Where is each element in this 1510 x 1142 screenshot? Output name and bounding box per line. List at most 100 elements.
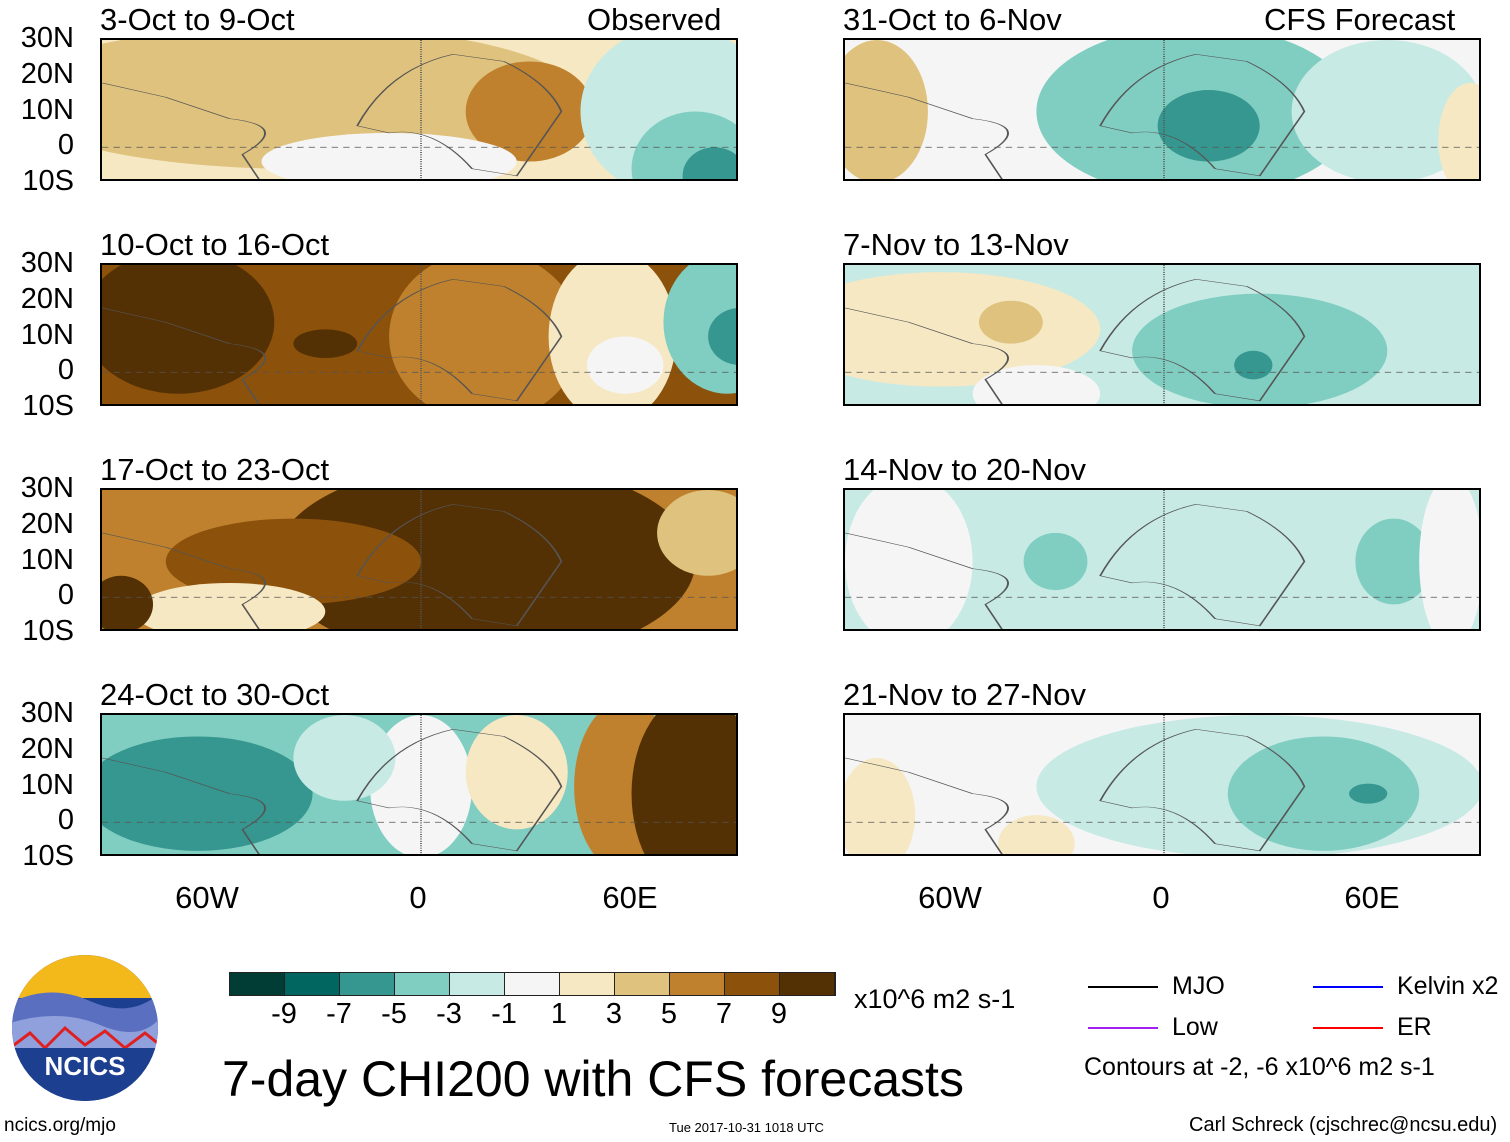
lat-label: 10S (22, 840, 74, 872)
anomaly-region (1023, 532, 1088, 591)
lat-label: 0 (57, 354, 74, 387)
anomaly-region (133, 582, 326, 629)
footer-author: Carl Schreck (cjschrec@ncsu.edu) (1189, 1114, 1498, 1136)
lat-label: 10N (20, 93, 74, 126)
anomaly-region (1349, 783, 1388, 804)
colorbar-units: x10^6 m2 s-1 (854, 984, 1016, 1014)
legend-label: Kelvin x2 (1397, 972, 1499, 1000)
anomaly-region (845, 40, 928, 179)
map-panel (100, 713, 738, 856)
anomaly-region (978, 300, 1043, 344)
colorbar-label: 5 (660, 998, 678, 1030)
lon-label: 60W (175, 880, 239, 915)
lat-label: 20N (20, 732, 74, 765)
footer-timestamp: Tue 2017-10-31 1018 UTC (669, 1120, 824, 1135)
lon-label: 60W (918, 880, 982, 915)
anomaly-region (682, 147, 736, 179)
anomaly-region (1419, 490, 1479, 629)
anomaly-region (1157, 90, 1260, 162)
anomaly-region (1438, 82, 1479, 179)
observed-label: Observed (587, 2, 722, 37)
anomaly-region (102, 575, 154, 629)
legend-label: Low (1172, 1013, 1218, 1041)
anomaly-region (102, 736, 313, 851)
anomaly-region (465, 715, 568, 830)
colorbar (229, 972, 836, 996)
lon-label: 60E (602, 880, 658, 915)
lon-label: 0 (409, 880, 427, 915)
anomaly-region (998, 815, 1075, 854)
colorbar-swatch (615, 973, 670, 995)
lat-label: 10N (20, 318, 74, 351)
anomaly-region (708, 308, 736, 365)
anomaly-region (261, 132, 517, 179)
lat-label: 0 (57, 804, 74, 837)
colorbar-swatch (285, 973, 340, 995)
anomaly-region (369, 715, 473, 854)
colorbar-label: -9 (271, 998, 297, 1030)
map-panel (843, 263, 1481, 406)
lat-label: 20N (20, 507, 74, 540)
anomaly-region (465, 61, 594, 162)
anomaly-region (657, 490, 736, 576)
panel-title: 7-Nov to 13-Nov (843, 227, 1069, 262)
lat-label: 10N (20, 768, 74, 801)
anomaly-region (1234, 350, 1273, 380)
lat-label: 10S (22, 165, 74, 197)
map-panel (843, 488, 1481, 631)
anomaly-region (389, 265, 581, 404)
panel-title: 3-Oct to 9-Oct (100, 2, 295, 37)
anomaly-region (1291, 40, 1479, 179)
panel-title: 21-Nov to 27-Nov (843, 677, 1086, 712)
legend-line (1088, 986, 1158, 988)
lat-label: 10S (22, 615, 74, 647)
anomaly-region (1132, 293, 1388, 404)
anomaly-region (845, 272, 1101, 387)
colorbar-label: -3 (436, 998, 462, 1030)
anomaly-region (586, 336, 664, 394)
legend-line (1313, 986, 1383, 988)
colorbar-label: 1 (550, 998, 568, 1030)
panel-title: 17-Oct to 23-Oct (100, 452, 330, 487)
colorbar-swatch (560, 973, 615, 995)
map-panel (843, 38, 1481, 181)
colorbar-label: -5 (381, 998, 407, 1030)
colorbar-label: -1 (491, 998, 517, 1030)
legend-line (1313, 1027, 1383, 1029)
anomaly-region (663, 265, 736, 394)
colorbar-label: 9 (770, 998, 788, 1030)
colorbar-swatch (230, 973, 285, 995)
anomaly-region (845, 490, 973, 629)
panel-title: 31-Oct to 6-Nov (843, 2, 1062, 37)
lat-label: 30N (20, 247, 74, 279)
anomaly-region (631, 715, 736, 854)
footer-url[interactable]: ncics.org/mjo (4, 1115, 116, 1136)
lon-label: 60E (1344, 880, 1400, 915)
anomaly-region (845, 757, 916, 854)
forecast-label: CFS Forecast (1264, 2, 1456, 37)
anomaly-region (274, 490, 696, 629)
lat-label: 30N (20, 697, 74, 729)
legend-label: ER (1397, 1013, 1432, 1041)
main-title: 7-day CHI200 with CFS forecasts (222, 1051, 964, 1107)
colorbar-swatch (450, 973, 505, 995)
colorbar-swatch (670, 973, 725, 995)
colorbar-swatch (780, 973, 835, 995)
map-panel (100, 38, 738, 181)
anomaly-region (102, 40, 581, 169)
ncics-logo: NCICS (10, 953, 160, 1103)
lat-label: 30N (20, 22, 74, 54)
anomaly-region (293, 329, 358, 358)
colorbar-label: 3 (605, 998, 623, 1030)
anomaly-region (293, 715, 396, 801)
svg-text:NCICS: NCICS (45, 1051, 126, 1081)
legend-label: MJO (1172, 972, 1225, 1000)
lat-label: 0 (57, 579, 74, 612)
colorbar-swatch (725, 973, 780, 995)
lat-label: 0 (57, 129, 74, 162)
lon-label: 0 (1152, 880, 1170, 915)
panel-title: 10-Oct to 16-Oct (100, 227, 330, 262)
lat-label: 30N (20, 472, 74, 504)
colorbar-label: 7 (715, 998, 733, 1030)
panel-title: 14-Nov to 20-Nov (843, 452, 1086, 487)
